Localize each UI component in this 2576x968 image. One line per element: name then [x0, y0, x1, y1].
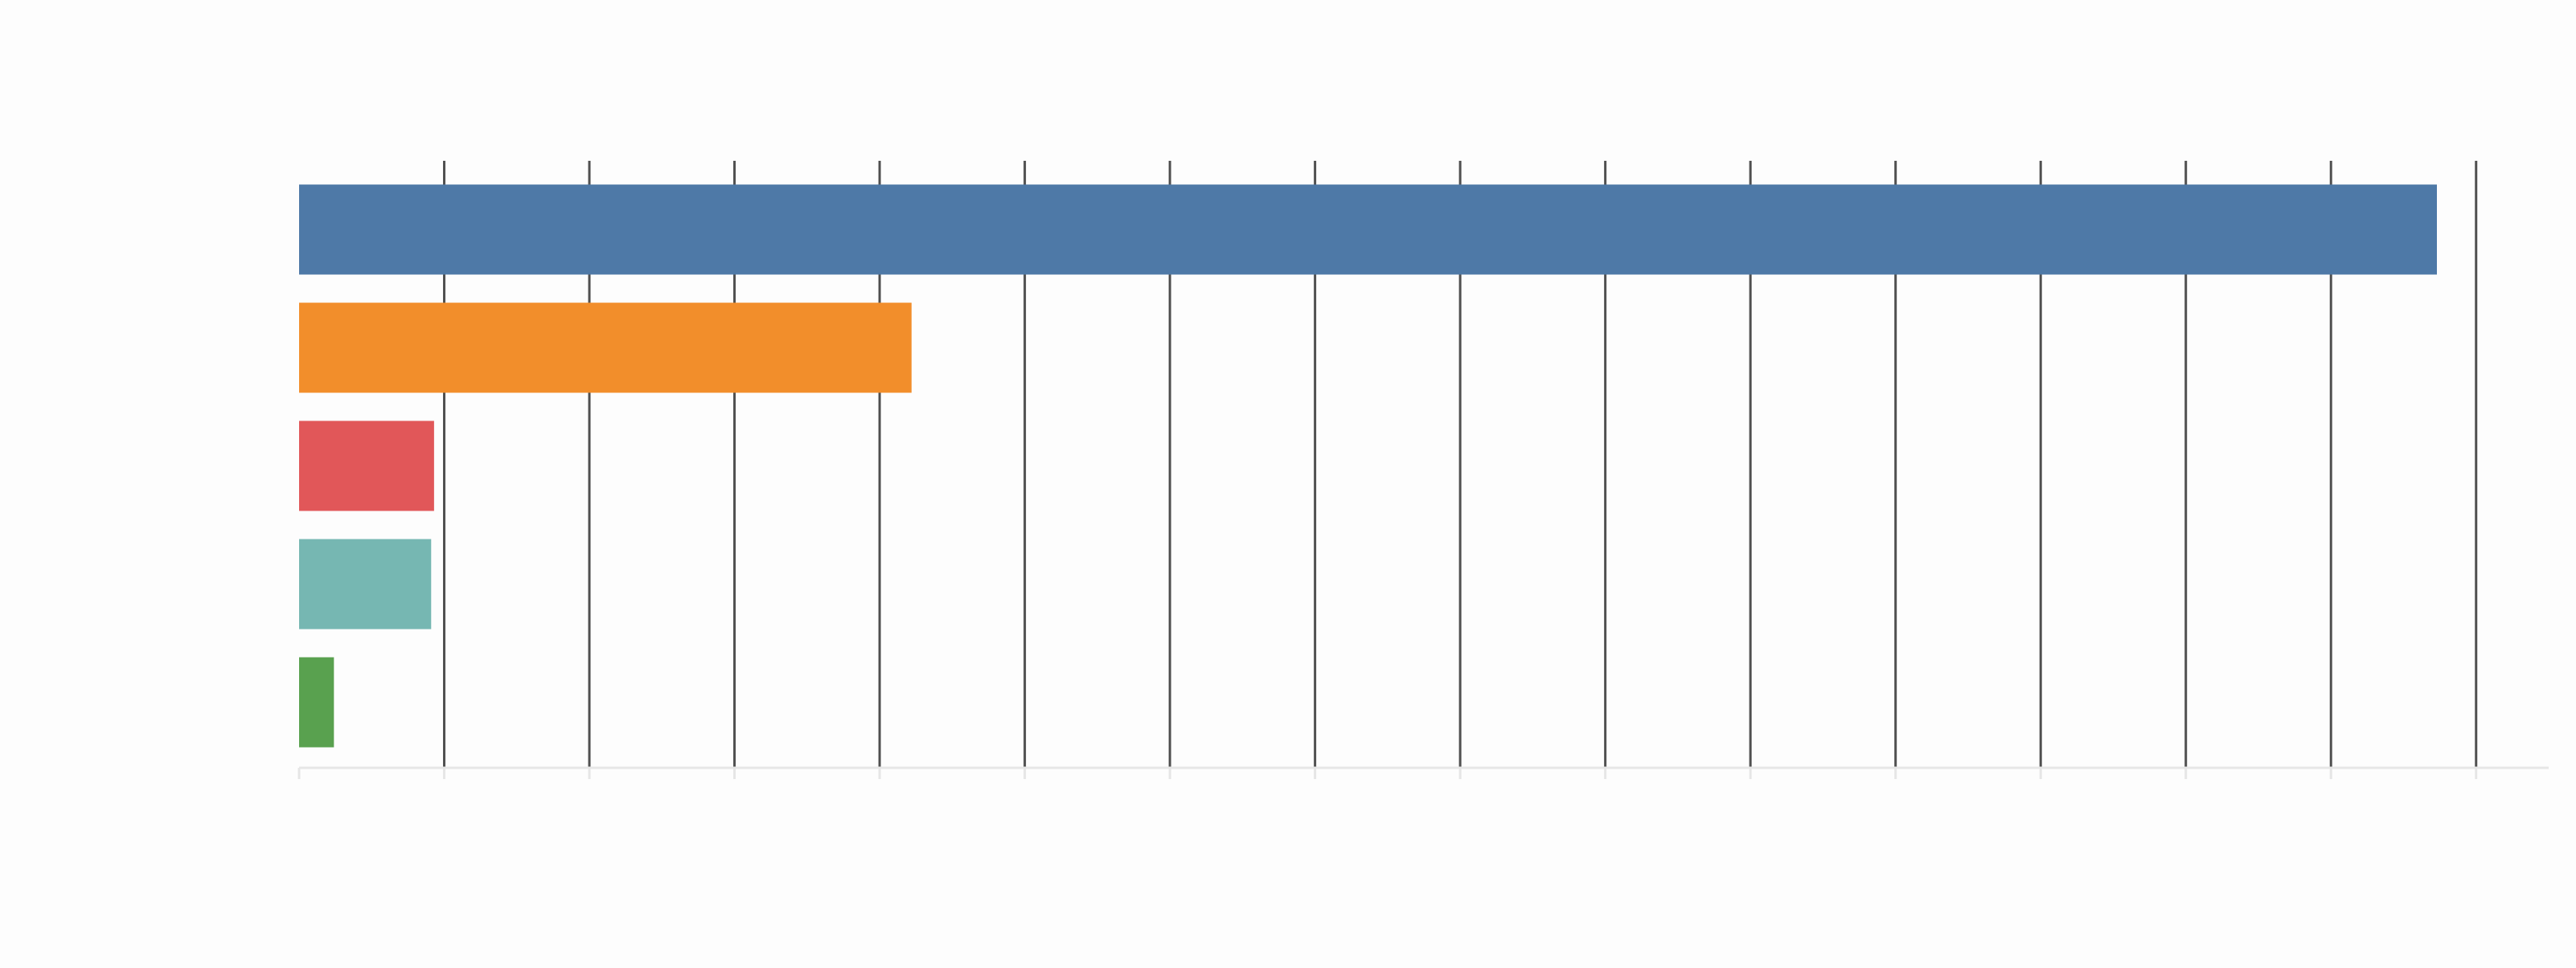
x-axis	[297, 766, 2549, 779]
bar	[299, 302, 912, 393]
bars	[299, 184, 2438, 748]
bar	[299, 184, 2438, 275]
bar	[299, 420, 434, 511]
bar	[299, 539, 432, 630]
bar	[299, 657, 334, 748]
